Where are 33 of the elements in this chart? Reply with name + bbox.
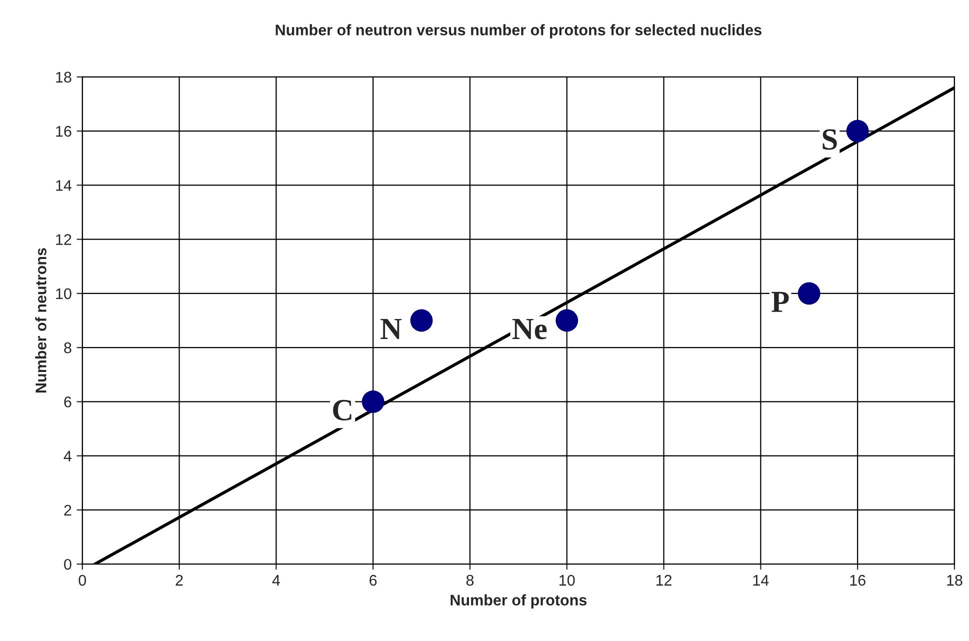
- y-tick-label: 0: [64, 558, 72, 570]
- x-tick-label: 12: [656, 574, 672, 586]
- y-tick-label: 18: [56, 72, 72, 83]
- annotation: Ne: [512, 318, 547, 340]
- annotation: C: [333, 400, 352, 420]
- point: [556, 309, 578, 332]
- y-tick-label: 14: [56, 180, 72, 191]
- x-tick-label: 6: [370, 574, 377, 586]
- point: [846, 120, 869, 142]
- y-tick-label: 6: [64, 396, 72, 408]
- y-axis-title: Number of neutrons: [35, 248, 46, 392]
- x-tick-label: 18: [947, 574, 962, 586]
- y-tick-label: 12: [56, 234, 72, 245]
- x-tick-label: 0: [78, 574, 86, 586]
- y-tick-label: 2: [64, 504, 72, 516]
- x-tick-label: 14: [753, 575, 769, 586]
- chart-title: Number of neutron versus number of protons for selected nuclides: [276, 24, 762, 38]
- y-tick-label: 4: [64, 450, 72, 462]
- point: [798, 282, 820, 305]
- annotation: P: [772, 292, 789, 312]
- x-axis-title: Number of protons: [450, 594, 587, 609]
- annotation: N: [380, 318, 402, 339]
- point: [410, 309, 433, 332]
- x-tick-label: 8: [466, 574, 474, 586]
- y-tick-label: 10: [56, 288, 72, 300]
- x-tick-label: 2: [176, 574, 183, 586]
- point: [362, 390, 384, 413]
- x-tick-label: 10: [560, 574, 575, 586]
- y-tick-label: 16: [56, 126, 72, 137]
- y-tick-label: 8: [64, 342, 72, 354]
- x-tick-label: 16: [850, 574, 866, 586]
- annotation: S: [822, 129, 837, 150]
- x-tick-label: 4: [272, 575, 280, 586]
